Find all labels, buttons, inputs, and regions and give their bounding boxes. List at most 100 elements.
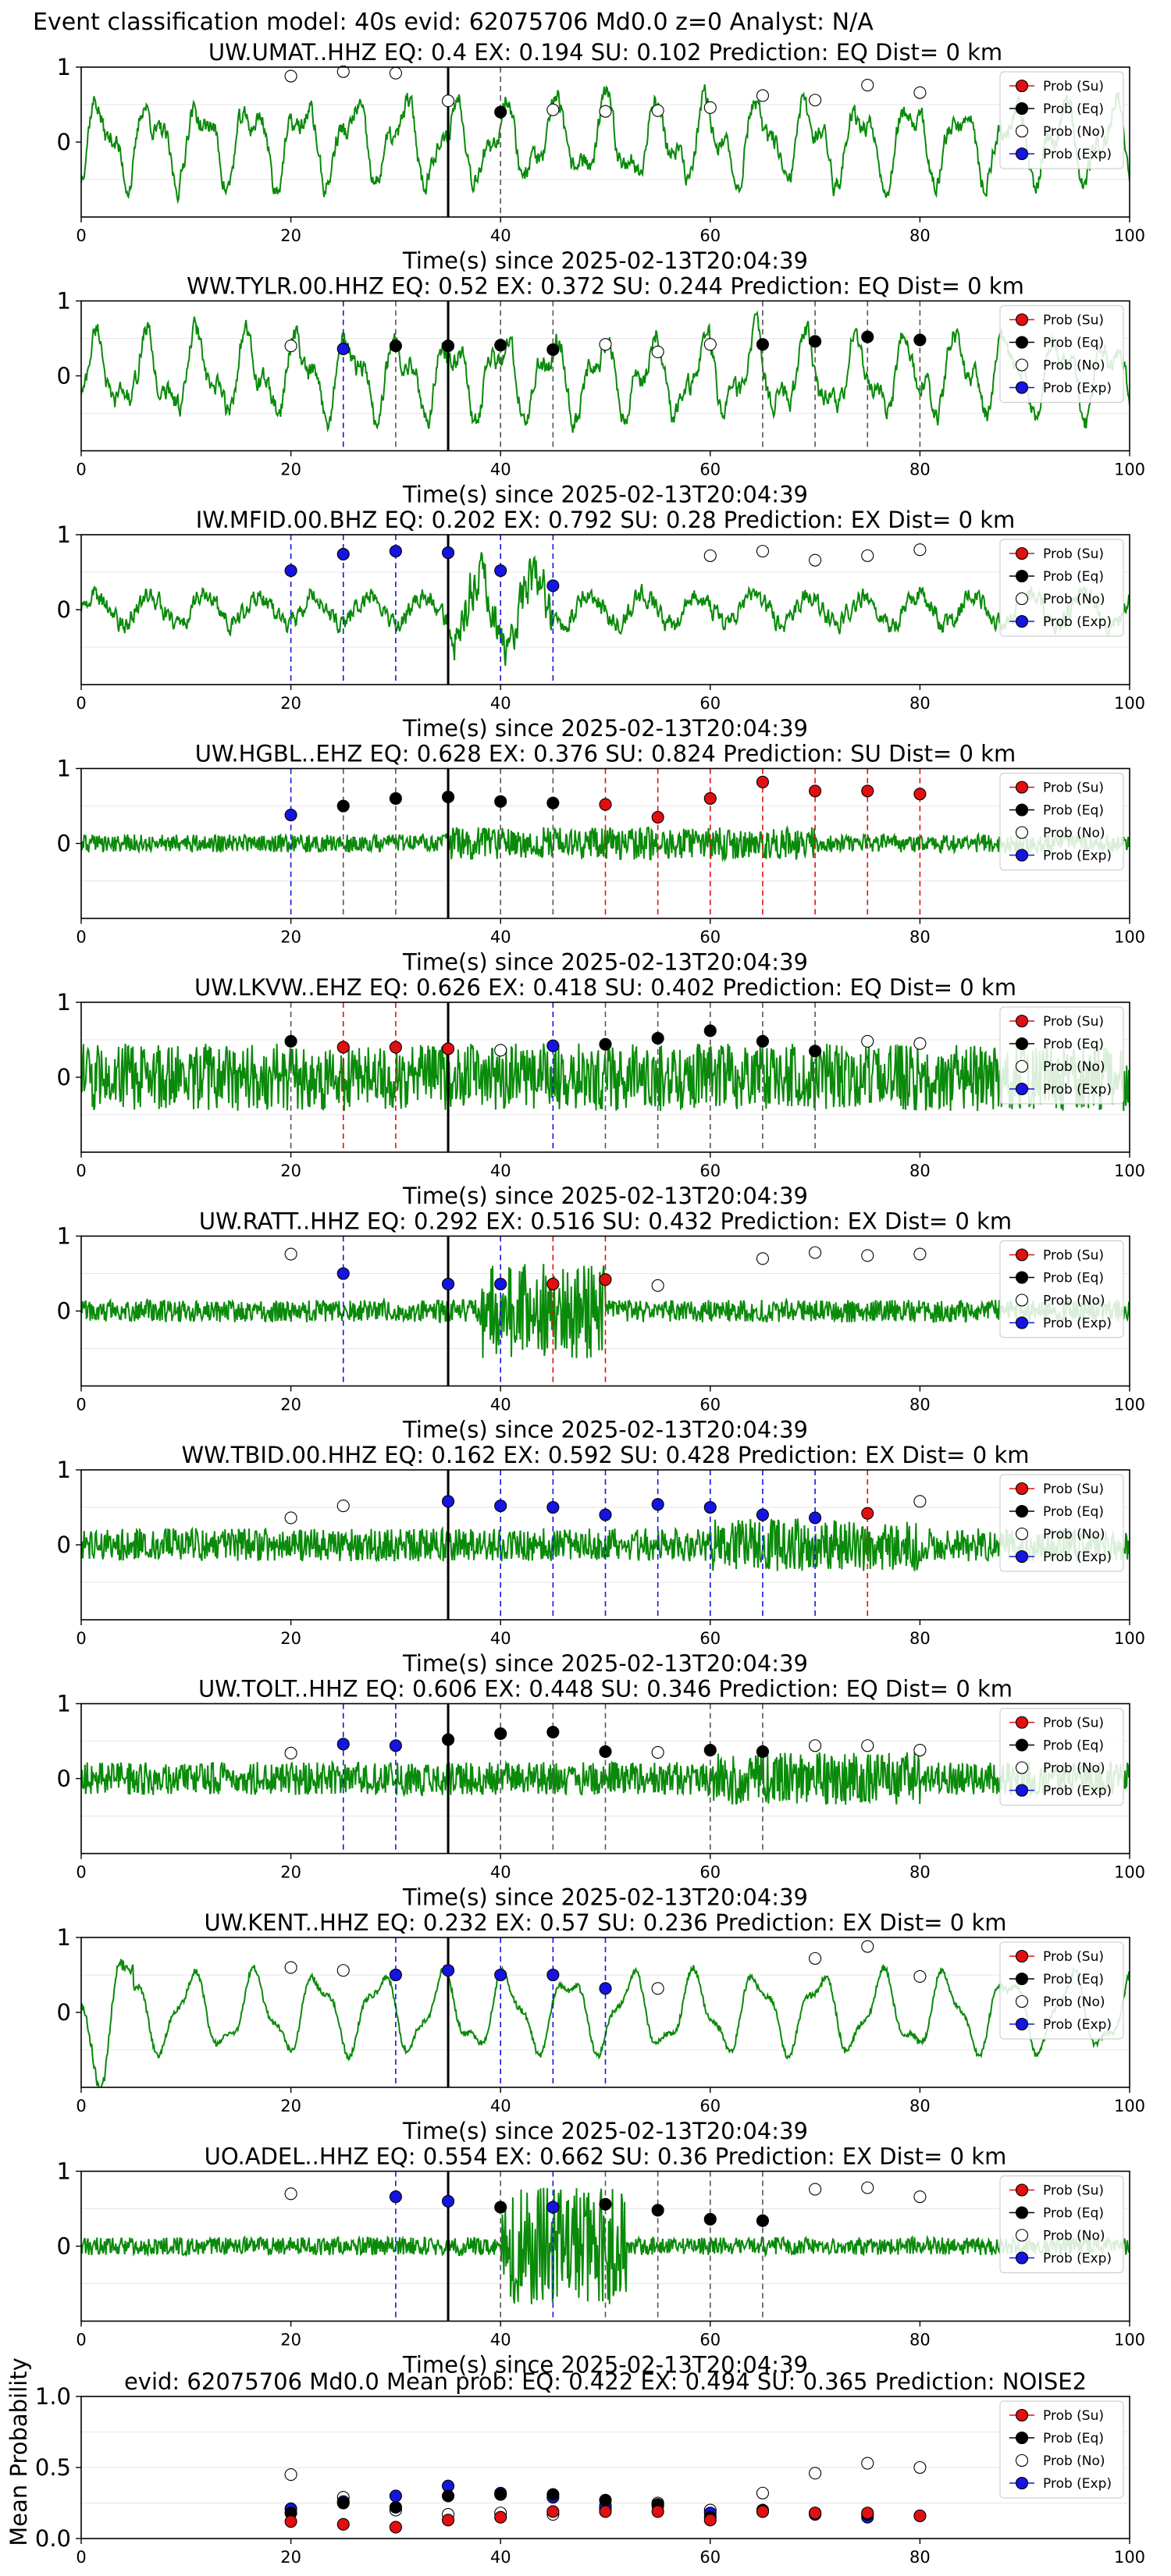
mean-prob-point-no	[756, 2486, 770, 2500]
x-tick-label: 80	[909, 226, 931, 245]
prob-point-no	[809, 1739, 822, 1752]
x-tick-label: 60	[699, 1162, 721, 1180]
prob-point-no	[284, 340, 297, 353]
x-axis-label: Time(s) since 2025-02-13T20:04:39	[402, 247, 808, 274]
legend-box	[999, 1941, 1124, 2040]
legend-marker-eq	[1015, 803, 1029, 817]
prob-point-su	[861, 1507, 874, 1520]
legend-marker-exp	[1015, 2251, 1029, 2265]
x-tick-label: 80	[909, 1396, 931, 1414]
legend-marker-eq	[1015, 1738, 1029, 1752]
panel-title: UW.RATT..HHZ EQ: 0.292 EX: 0.516 SU: 0.4…	[199, 1208, 1012, 1235]
prob-point-exp	[336, 342, 350, 355]
legend-label-no: Prob (No)	[1043, 1293, 1105, 1309]
prob-point-no	[861, 1739, 874, 1752]
x-tick-label: 80	[909, 2331, 931, 2350]
legend-marker-exp	[1015, 1316, 1029, 1329]
prob-point-no	[756, 545, 770, 558]
y-tick-label: 0.5	[35, 2454, 71, 2481]
legend-marker-eq	[1015, 336, 1029, 349]
prob-point-exp	[284, 564, 297, 578]
x-tick-label: 80	[909, 694, 931, 713]
prob-point-eq	[546, 1725, 560, 1739]
prob-point-eq	[703, 2212, 717, 2226]
x-tick-label: 40	[490, 694, 511, 713]
x-tick-label: 0	[76, 1629, 86, 1648]
mean-prob-point-no	[809, 2467, 822, 2480]
prob-point-eq	[441, 1733, 455, 1746]
panel-title: WW.TBID.00.HHZ EQ: 0.162 EX: 0.592 SU: 0…	[182, 1442, 1030, 1468]
prob-point-exp	[441, 1277, 455, 1290]
prob-point-eq	[389, 340, 402, 353]
legend-marker-no	[1015, 1293, 1029, 1307]
x-tick-label: 40	[490, 226, 511, 245]
y-axis-label: Mean Probability	[5, 2357, 32, 2546]
prob-point-exp	[599, 1982, 612, 1995]
prob-point-su	[389, 1041, 402, 1054]
x-tick-label: 0	[76, 694, 86, 713]
prob-point-no	[913, 1969, 927, 1983]
prob-point-no	[284, 1961, 297, 1974]
prob-point-eq	[756, 1034, 770, 1048]
panel-title: evid: 62075706 Md0.0 Mean prob: EQ: 0.42…	[124, 2368, 1087, 2395]
x-tick-label: 40	[490, 2331, 511, 2350]
legend-label-su: Prob (Su)	[1043, 2408, 1104, 2424]
prob-point-exp	[703, 1500, 717, 1514]
station-panel-4: UW.HGBL..EHZ EQ: 0.628 EX: 0.376 SU: 0.8…	[57, 741, 1146, 976]
legend-label-eq: Prob (Eq)	[1043, 1504, 1104, 1520]
legend-box	[999, 1474, 1124, 1572]
legend-label-eq: Prob (Eq)	[1043, 1738, 1104, 1754]
prob-point-eq	[336, 799, 350, 813]
mean-prob-point-no	[284, 2468, 297, 2482]
prob-point-no	[861, 2181, 874, 2194]
y-tick-label: 1	[57, 54, 71, 80]
prob-point-su	[336, 1041, 350, 1054]
x-tick-label: 60	[699, 461, 721, 479]
x-tick-label: 60	[699, 694, 721, 713]
prob-point-no	[703, 338, 717, 351]
y-tick-label: 0	[57, 129, 71, 155]
prob-point-no	[703, 101, 717, 114]
prob-point-no	[494, 1044, 507, 1057]
x-tick-label: 100	[1114, 2331, 1145, 2350]
prob-point-exp	[651, 1498, 664, 1511]
panel-title: UW.LKVW..EHZ EQ: 0.626 EX: 0.418 SU: 0.4…	[194, 974, 1016, 1001]
waveform-trace	[81, 1264, 1130, 1358]
prob-point-su	[703, 792, 717, 805]
station-panel-5: UW.LKVW..EHZ EQ: 0.626 EX: 0.418 SU: 0.4…	[57, 974, 1146, 1209]
mean-prob-point-eq	[599, 2493, 612, 2507]
mean-prob-point-su	[546, 2505, 560, 2518]
mean-prob-point-exp	[389, 2489, 402, 2503]
legend-label-no: Prob (No)	[1043, 1527, 1105, 1542]
legend-marker-no	[1015, 2229, 1029, 2242]
mean-prob-point-eq	[494, 2488, 507, 2501]
prob-point-eq	[703, 1743, 717, 1757]
legend-marker-su	[1015, 2183, 1029, 2197]
legend-box	[999, 2400, 1124, 2499]
prob-point-exp	[336, 547, 350, 561]
x-tick-label: 0	[76, 1162, 86, 1180]
legend-label-no: Prob (No)	[1043, 1761, 1105, 1777]
prob-point-eq	[494, 795, 507, 808]
legend-label-su: Prob (Su)	[1043, 1482, 1104, 1497]
prob-point-exp	[284, 808, 297, 822]
x-tick-label: 60	[699, 2331, 721, 2350]
legend-label-no: Prob (No)	[1043, 2229, 1105, 2244]
legend-label-su: Prob (Su)	[1043, 313, 1104, 329]
waveform-trace	[81, 1518, 1130, 1571]
waveform-trace	[81, 84, 1130, 205]
mean-prob-point-su	[494, 2510, 507, 2524]
prob-point-exp	[441, 1964, 455, 1977]
legend-label-eq: Prob (Eq)	[1043, 569, 1104, 585]
station-panel-3: IW.MFID.00.BHZ EQ: 0.202 EX: 0.792 SU: 0…	[57, 507, 1146, 742]
legend-label-exp: Prob (Exp)	[1043, 1316, 1112, 1332]
x-tick-label: 20	[280, 1863, 301, 1882]
prob-point-no	[703, 549, 717, 562]
prob-point-no	[809, 553, 822, 567]
x-tick-label: 40	[490, 1162, 511, 1180]
mean-prob-point-su	[284, 2515, 297, 2528]
prob-point-eq	[546, 343, 560, 356]
prob-point-exp	[389, 2190, 402, 2204]
y-tick-label: 0	[57, 1064, 71, 1091]
prob-point-eq	[494, 339, 507, 352]
